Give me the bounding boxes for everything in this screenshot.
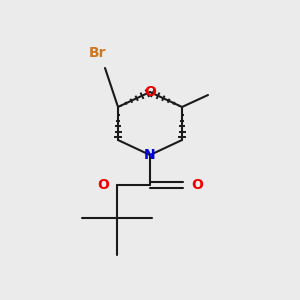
Text: O: O	[191, 178, 203, 192]
Text: N: N	[144, 148, 156, 162]
Text: O: O	[97, 178, 109, 192]
Text: Br: Br	[88, 46, 106, 60]
Text: O: O	[144, 85, 156, 99]
